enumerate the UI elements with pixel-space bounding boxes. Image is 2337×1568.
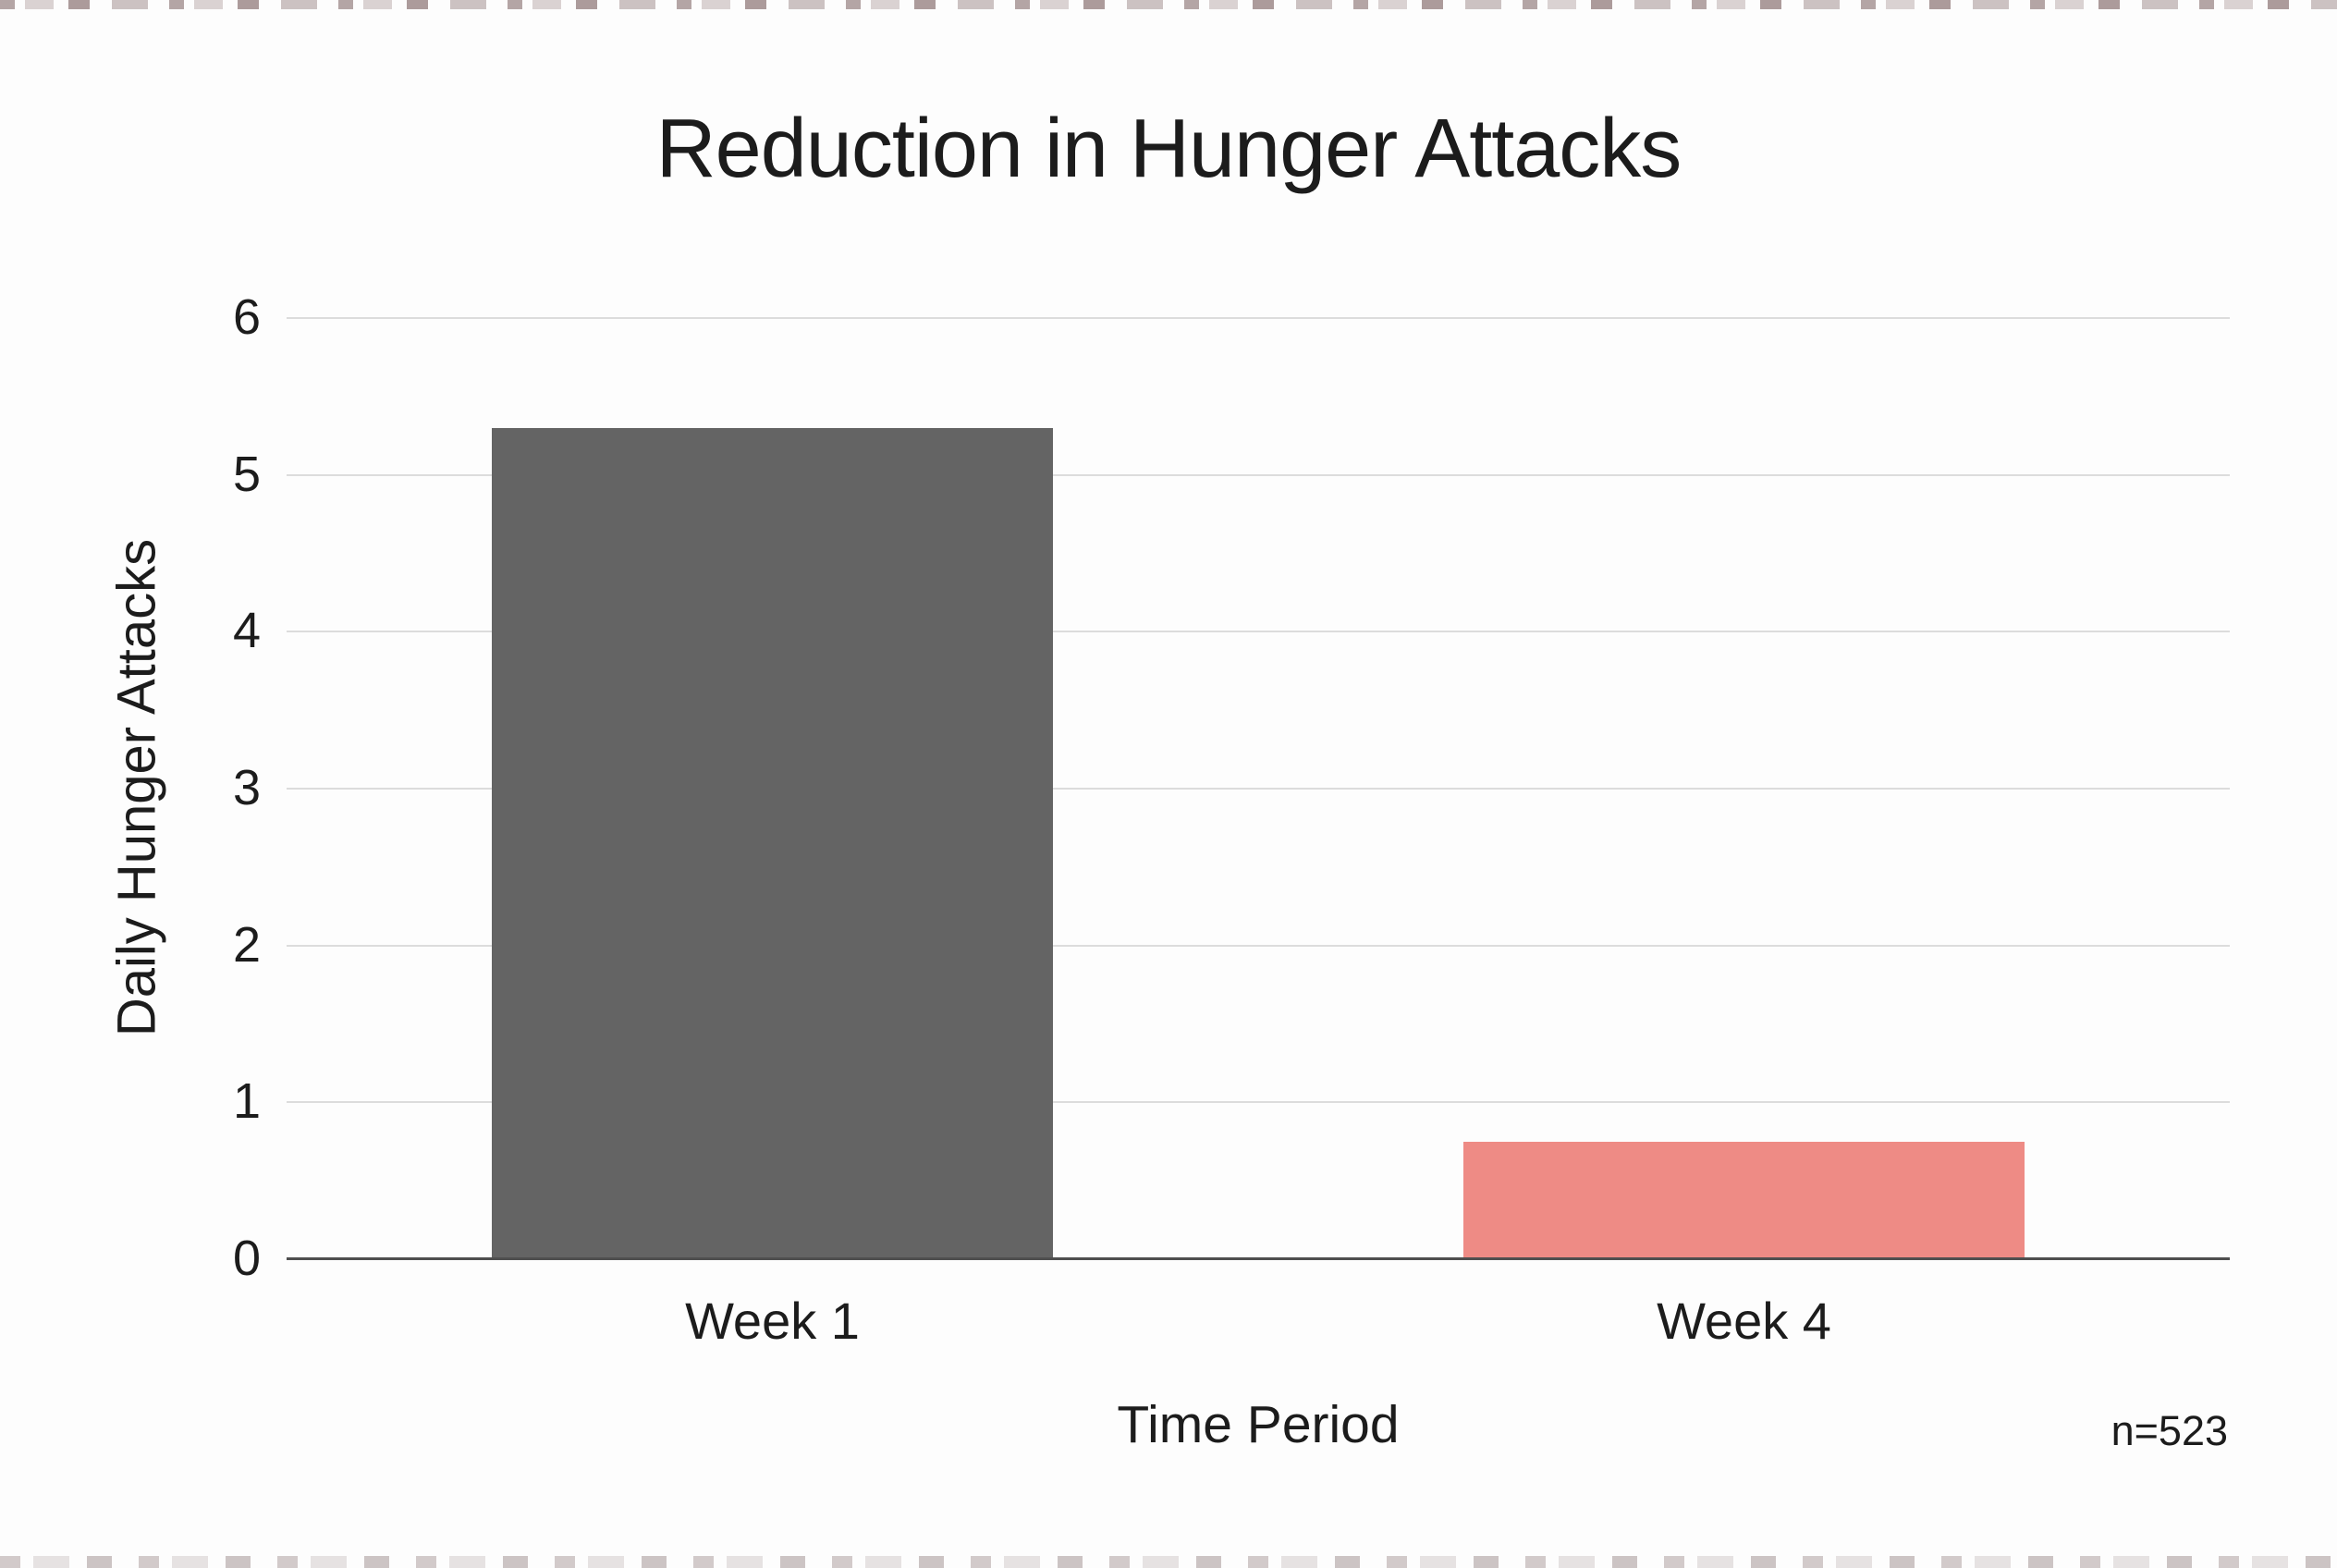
bottom-edge-noise-strip <box>0 1556 2337 1568</box>
x-tick-label: Week 4 <box>1657 1292 1831 1350</box>
gridline <box>287 944 2230 947</box>
top-edge-noise-strip <box>0 0 2337 9</box>
y-tick-label: 6 <box>232 288 261 345</box>
x-axis-label: Time Period <box>1117 1395 1400 1454</box>
bar-slot <box>287 318 1258 1259</box>
bar-slot <box>1258 318 2230 1259</box>
bar-week-1 <box>491 427 1054 1259</box>
x-tick-label: Week 1 <box>685 1292 860 1350</box>
gridline <box>287 631 2230 633</box>
x-axis-ticks: Week 1 Week 4 <box>287 1291 2230 1351</box>
bars-container <box>287 318 2230 1259</box>
y-tick-label: 2 <box>232 916 261 973</box>
gridline <box>287 473 2230 476</box>
x-axis-line <box>287 1257 2230 1260</box>
bar-week-4 <box>1462 1141 2025 1259</box>
sample-size-annotation: n=523 <box>2111 1407 2228 1454</box>
gridline <box>287 788 2230 790</box>
gridline <box>287 317 2230 319</box>
y-tick-label: 3 <box>232 759 261 815</box>
y-axis-ticks: 0 1 2 3 4 5 6 <box>0 289 261 1286</box>
y-tick-label: 1 <box>232 1073 261 1130</box>
y-tick-label: 4 <box>232 603 261 659</box>
plot-area <box>287 317 2230 1260</box>
chart-title: Reduction in Hunger Attacks <box>655 103 1682 195</box>
y-tick-label: 0 <box>232 1230 261 1286</box>
y-tick-label: 5 <box>232 446 261 502</box>
gridline <box>287 1101 2230 1104</box>
